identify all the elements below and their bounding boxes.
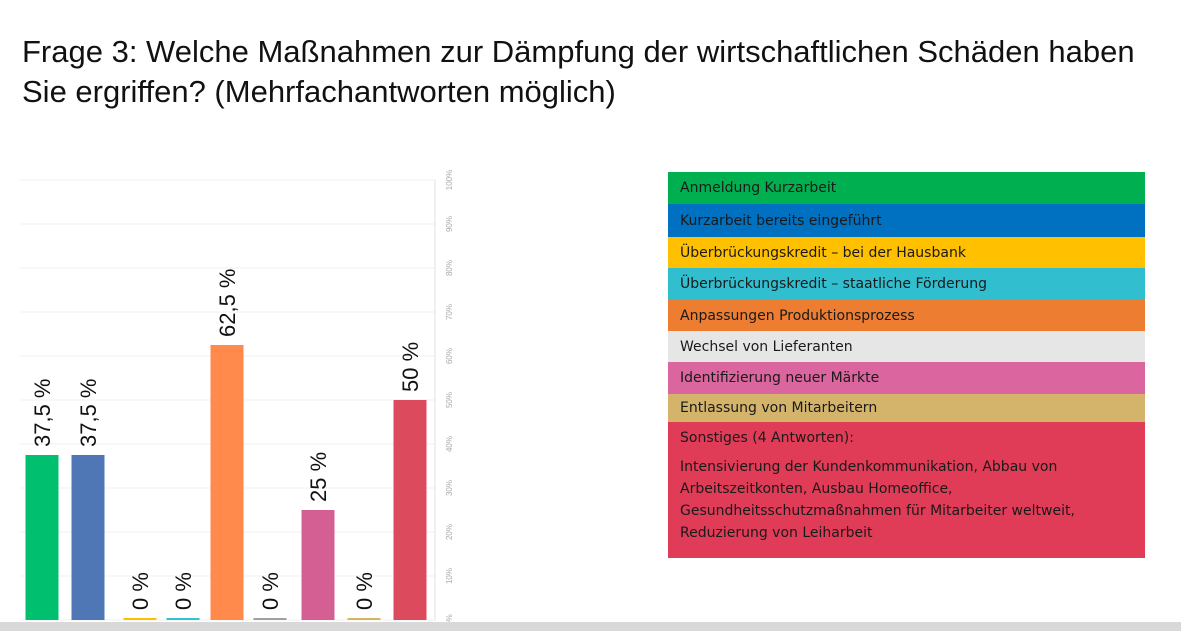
data-label: 62,5 % [215,269,240,338]
legend-label: Entlassung von Mitarbeitern [680,400,878,416]
data-label: 0 % [128,572,153,610]
data-label: 50 % [398,342,423,392]
page-title: Frage 3: Welche Maßnahmen zur Dämpfung d… [22,34,1135,109]
data-label: 37,5 % [30,379,55,448]
legend-item: Sonstiges (4 Antworten): Intensivierung d… [668,422,1145,558]
legend-label: Überbrückungskredit – bei der Hausbank [680,244,966,261]
legend-label: Anpassungen Produktionsprozess [680,307,915,324]
data-label: 25 % [306,452,331,502]
y-tick-label: 0% [445,614,454,625]
bar-7 [301,510,335,620]
legend-label: Wechsel von Lieferanten [680,338,853,355]
data-label: 0 % [171,572,196,610]
legend-label: Überbrückungskredit – staatliche Förderu… [680,276,988,292]
y-tick-label: 80% [445,260,454,276]
bottom-bar [0,622,1181,631]
legend-label: Identifizierung neuer Märkte [680,370,880,386]
bar-5 [210,345,244,620]
y-tick-label: 90% [445,216,454,232]
legend-item: Überbrückungskredit – bei der Hausbank [668,237,1145,268]
legend-item: Anpassungen Produktionsprozess [668,300,1145,331]
y-tick-label: 20% [445,524,454,540]
legend-item: Identifizierung neuer Märkte [668,362,1145,394]
data-label: 37,5 % [76,379,101,448]
legend-detail: Intensivierung der Kundenkommunikation, … [680,459,1075,541]
y-tick-label: 70% [445,304,454,320]
y-tick-label: 60% [445,348,454,364]
y-tick-label: 100% [445,170,454,190]
bar-2 [71,455,105,620]
legend-label: Sonstiges (4 Antworten): [680,430,854,446]
legend-item: Entlassung von Mitarbeitern [668,394,1145,422]
y-tick-label: 30% [445,480,454,496]
bar-3 [123,618,157,620]
data-label: 0 % [258,572,283,610]
bar-4 [166,618,200,620]
bar-9 [393,400,427,620]
bar-6 [253,618,287,620]
y-tick-label: 10% [445,568,454,584]
bar-1 [25,455,59,620]
legend-item: Wechsel von Lieferanten [668,331,1145,362]
data-label: 0 % [352,572,377,610]
legend-item: Überbrückungskredit – staatliche Förderu… [668,268,1145,300]
y-tick-label: 40% [445,436,454,452]
legend-label: Anmeldung Kurzarbeit [680,180,837,196]
legend: Anmeldung Kurzarbeit Kurzarbeit bereits e… [668,172,1145,558]
legend-label: Kurzarbeit bereits eingeführt [680,212,882,229]
y-tick-label: 50% [445,392,454,408]
legend-item: Kurzarbeit bereits eingeführt [668,204,1145,237]
bar-8 [347,618,381,620]
bar-chart: 0% 10% 20% 30% 40% 50% 60% 70% 80% 90% 100% 37,5 % 3… [20,170,454,625]
legend-item: Anmeldung Kurzarbeit [668,172,1145,204]
